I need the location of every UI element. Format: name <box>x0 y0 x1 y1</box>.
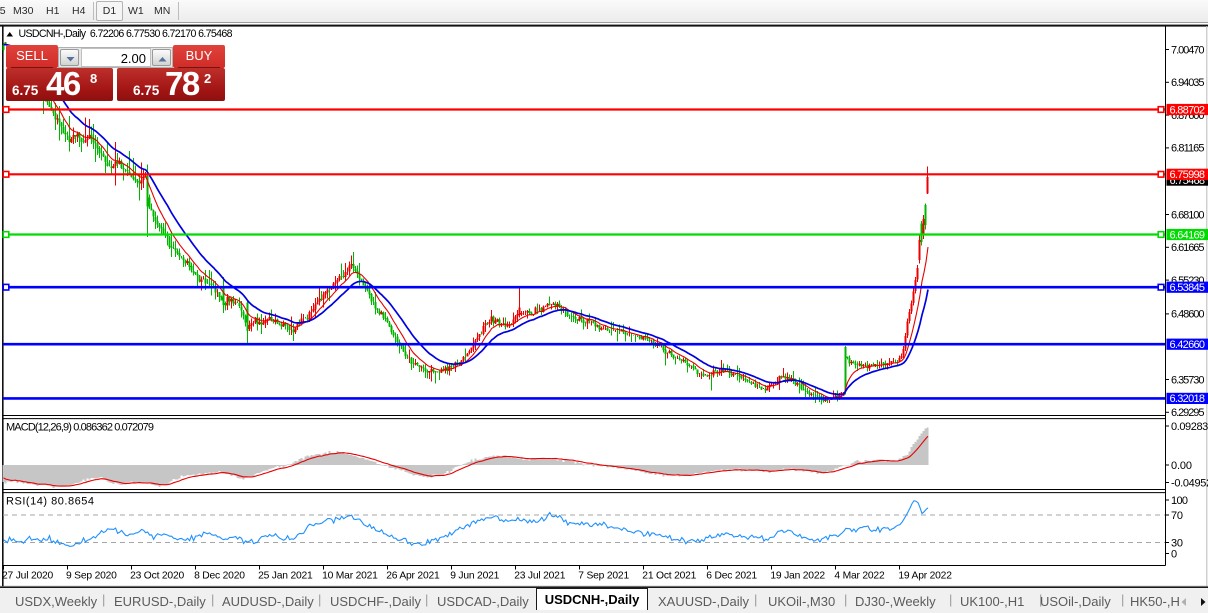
svg-text:0.092832: 0.092832 <box>1171 421 1208 433</box>
svg-text:RSI(14) 80.8654: RSI(14) 80.8654 <box>6 495 94 507</box>
svg-text:-0.049521: -0.049521 <box>1171 477 1208 489</box>
svg-text:23 Jul 2021: 23 Jul 2021 <box>514 571 566 582</box>
svg-text:6.81165: 6.81165 <box>1171 143 1205 155</box>
svg-text:100: 100 <box>1171 495 1188 507</box>
svg-text:6.48600: 6.48600 <box>1171 309 1205 321</box>
svg-text:MACD(12,26,9) 0.086362 0.07207: MACD(12,26,9) 0.086362 0.072079 <box>6 422 154 434</box>
svg-text:26 Apr 2021: 26 Apr 2021 <box>386 571 440 582</box>
svg-text:6.88702: 6.88702 <box>1170 104 1206 116</box>
svg-text:6.32018: 6.32018 <box>1170 393 1206 405</box>
svg-text:4 Mar 2022: 4 Mar 2022 <box>834 571 885 582</box>
svg-text:6.29295: 6.29295 <box>1171 407 1205 419</box>
svg-text:6.35730: 6.35730 <box>1171 374 1205 386</box>
svg-text:7 Sep 2021: 7 Sep 2021 <box>578 571 629 582</box>
svg-text:21 Oct 2021: 21 Oct 2021 <box>642 571 696 582</box>
svg-text:6.75998: 6.75998 <box>1170 169 1206 181</box>
svg-text:25 Jan 2021: 25 Jan 2021 <box>258 571 313 582</box>
svg-text:8 Dec 2020: 8 Dec 2020 <box>194 571 245 582</box>
svg-text:6.94035: 6.94035 <box>1171 77 1205 89</box>
svg-text:23 Oct 2020: 23 Oct 2020 <box>130 571 184 582</box>
svg-text:9 Jun 2021: 9 Jun 2021 <box>450 571 499 582</box>
svg-text:10 Mar 2021: 10 Mar 2021 <box>322 571 378 582</box>
svg-text:7.00470: 7.00470 <box>1171 44 1205 56</box>
svg-text:6.42660: 6.42660 <box>1170 339 1206 351</box>
svg-text:9 Sep 2020: 9 Sep 2020 <box>66 571 117 582</box>
svg-text:0.00: 0.00 <box>1171 460 1192 472</box>
svg-text:6.64169: 6.64169 <box>1170 229 1206 241</box>
svg-text:70: 70 <box>1171 510 1183 522</box>
svg-text:19 Apr 2022: 19 Apr 2022 <box>898 571 952 582</box>
svg-text:6 Dec 2021: 6 Dec 2021 <box>706 571 757 582</box>
svg-text:27 Jul 2020: 27 Jul 2020 <box>2 571 54 582</box>
svg-text:0: 0 <box>1171 548 1177 560</box>
svg-text:6.61665: 6.61665 <box>1171 242 1205 254</box>
svg-text:30: 30 <box>1171 537 1183 549</box>
svg-text:19 Jan 2022: 19 Jan 2022 <box>770 571 825 582</box>
svg-text:6.53845: 6.53845 <box>1170 282 1206 294</box>
svg-text:6.68100: 6.68100 <box>1171 209 1205 221</box>
svg-text:USDCNH-,Daily 6.72206 6.77530: USDCNH-,Daily 6.72206 6.77530 6.72170 6.… <box>19 28 233 40</box>
